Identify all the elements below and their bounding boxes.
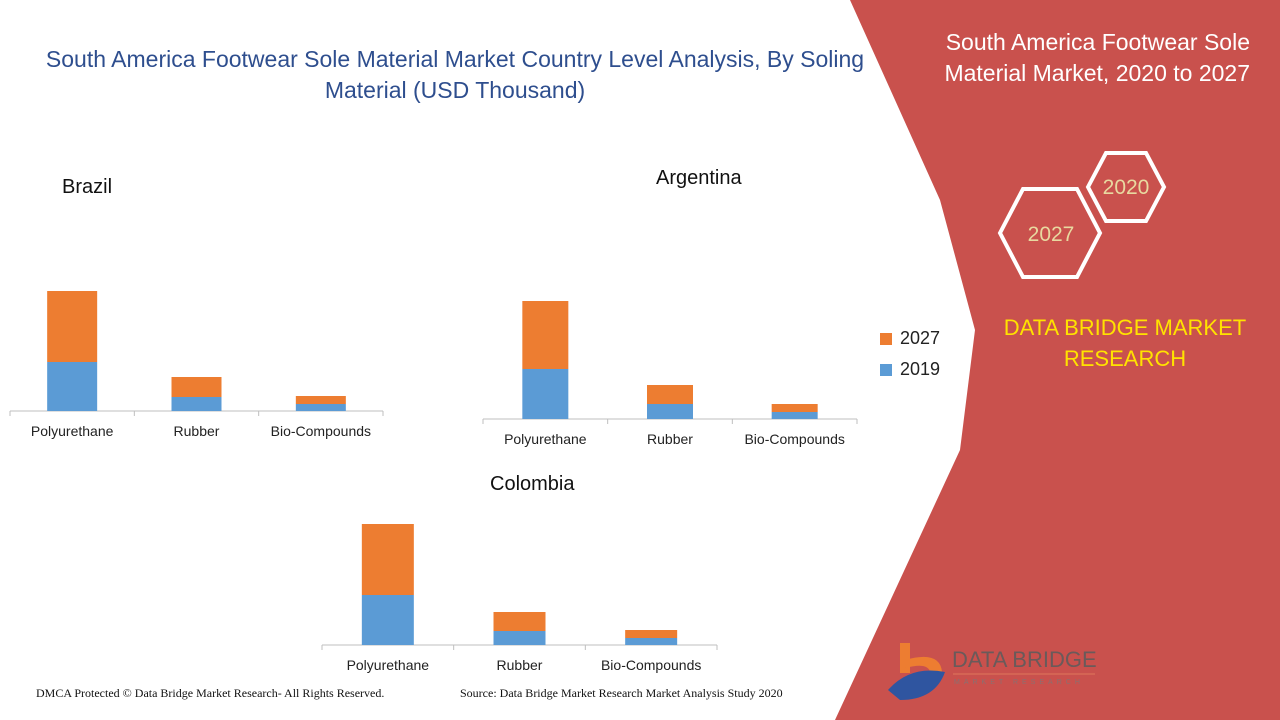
bar-2019-polyurethane	[361, 595, 414, 645]
x-tick-label: Rubber	[497, 657, 543, 673]
x-tick-label: Bio-Compounds	[744, 431, 844, 447]
chart-title-colombia: Colombia	[490, 473, 575, 495]
bar-2027-rubber	[493, 612, 546, 631]
x-tick-label: Polyurethane	[31, 423, 114, 439]
legend: 2027 2019	[880, 328, 940, 390]
footer-copyright: DMCA Protected © Data Bridge Market Rese…	[36, 686, 385, 700]
side-title: South America Footwear Sole Material Mar…	[944, 29, 1250, 86]
x-tick-label: Rubber	[174, 423, 220, 439]
bar-2027-bio-compounds	[771, 404, 818, 412]
legend-item-2019: 2019	[880, 359, 940, 380]
bar-2027-polyurethane	[47, 291, 98, 362]
x-tick-label: Rubber	[647, 431, 693, 447]
page-title: South America Footwear Sole Material Mar…	[45, 46, 865, 103]
legend-label: 2027	[900, 328, 941, 348]
side-panel	[835, 0, 1280, 720]
bar-2019-bio-compounds	[625, 638, 678, 645]
bar-2019-rubber	[647, 404, 693, 419]
hex-2020-icon	[1085, 151, 1167, 223]
bar-2019-rubber	[493, 631, 546, 645]
hex-2027-label: 2027	[1028, 223, 1075, 246]
bar-2019-polyurethane	[47, 362, 98, 411]
bar-2027-rubber	[171, 377, 222, 397]
bar-2027-polyurethane	[361, 524, 414, 595]
chart-title-brazil: Brazil	[62, 176, 113, 198]
bar-2019-polyurethane	[522, 369, 569, 419]
logo-icon	[888, 643, 945, 700]
bar-2027-rubber	[647, 385, 693, 404]
bar-2019-bio-compounds	[295, 404, 346, 411]
legend-item-2027: 2027	[880, 328, 940, 349]
hex-2020-label: 2020	[1103, 176, 1150, 199]
brand-name: DATA BRIDGE MARKET RESEARCH	[1003, 315, 1247, 371]
hex-2027-icon	[997, 187, 1103, 279]
legend-label: 2019	[900, 359, 941, 379]
logo-name: DATA BRIDGE	[952, 647, 1097, 672]
x-tick-label: Polyurethane	[347, 657, 430, 673]
logo-subtitle: MARKET RESEARCH	[954, 679, 1084, 686]
legend-swatch	[880, 363, 892, 376]
bar-2019-bio-compounds	[771, 412, 818, 419]
x-tick-label: Polyurethane	[504, 431, 587, 447]
legend-swatch	[880, 332, 892, 345]
charts: Polyurethane Rubber Bio-Compounds Polyureth…	[9, 291, 858, 673]
bar-2019-rubber	[171, 397, 222, 411]
bar-2027-polyurethane	[522, 301, 569, 369]
bar-2027-bio-compounds	[625, 630, 678, 638]
bar-2027-bio-compounds	[295, 396, 346, 404]
footer-source: Source: Data Bridge Market Research Mark…	[460, 686, 783, 700]
x-tick-label: Bio-Compounds	[601, 657, 701, 673]
x-tick-label: Bio-Compounds	[271, 423, 371, 439]
chart-title-argentina: Argentina	[656, 167, 742, 189]
